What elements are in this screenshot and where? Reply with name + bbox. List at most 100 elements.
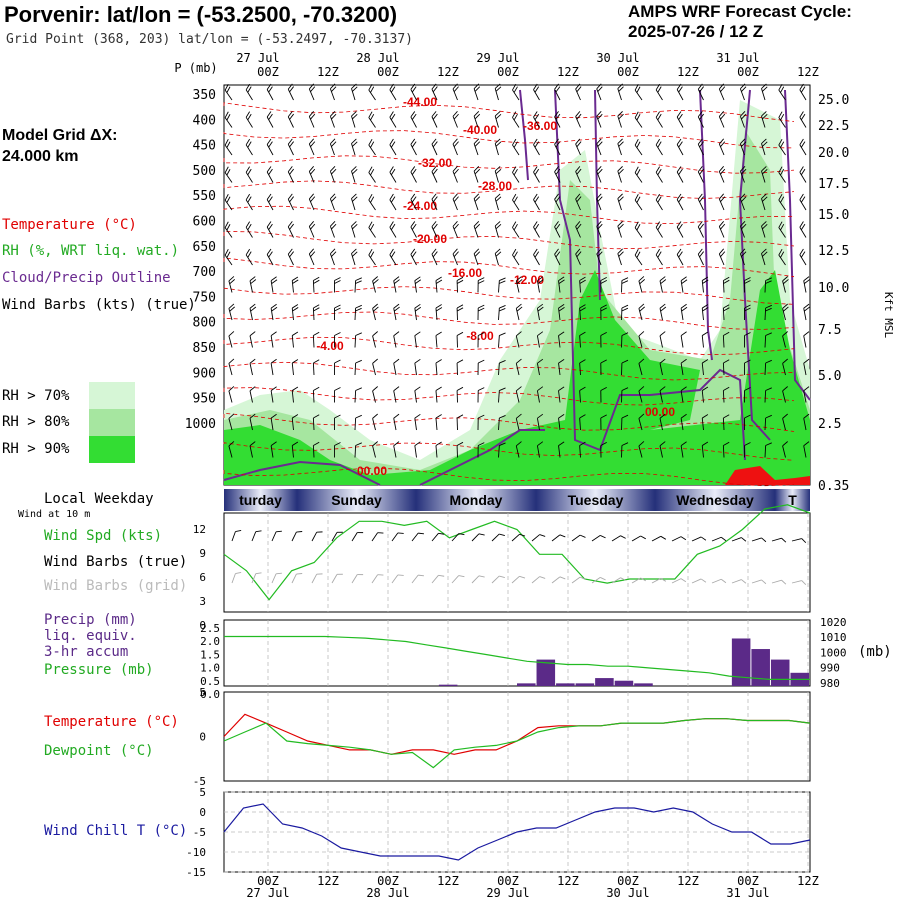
wind-barb-flag bbox=[377, 532, 384, 534]
wind-barb-staff bbox=[533, 226, 540, 238]
wind-barb-staff bbox=[224, 144, 233, 156]
wind-barb-flag bbox=[617, 248, 623, 254]
wind-barb-flag bbox=[247, 223, 252, 231]
wind-barb bbox=[536, 358, 544, 376]
wind-barb-staff bbox=[659, 445, 663, 458]
wind-barb-flag bbox=[355, 277, 362, 281]
wind-barb-staff bbox=[372, 363, 376, 376]
bottom-time-tick: 00Z bbox=[737, 874, 759, 888]
wind-barb bbox=[536, 276, 544, 293]
wind-barb-staff bbox=[473, 253, 479, 266]
wind-barb-flag bbox=[740, 83, 746, 90]
wind-barb bbox=[676, 193, 684, 211]
wind-barb-flag bbox=[390, 86, 396, 93]
wind-barb-staff bbox=[372, 390, 376, 403]
wind-barb-flag bbox=[537, 413, 544, 419]
wind-barb bbox=[575, 138, 582, 156]
wind-barb bbox=[617, 221, 624, 238]
grid-wind-barb bbox=[791, 580, 807, 586]
wind-barb-flag bbox=[513, 86, 518, 93]
wind-barb-flag bbox=[723, 331, 730, 336]
wind-barb-staff bbox=[697, 254, 704, 266]
wind-barb bbox=[764, 332, 772, 348]
wind-barb-staff bbox=[558, 363, 561, 376]
wind-barb-staff bbox=[596, 116, 602, 128]
wind-barb-flag bbox=[576, 141, 582, 148]
wind-barb bbox=[498, 332, 506, 348]
temperature-label: 00.00 bbox=[645, 405, 675, 419]
wind-barb bbox=[722, 304, 730, 321]
wind-barb bbox=[739, 138, 747, 156]
wind-barb-flag bbox=[494, 166, 501, 172]
wind-barb-staff bbox=[451, 533, 460, 542]
wind-barb-staff bbox=[533, 89, 540, 101]
wind-barb bbox=[778, 221, 786, 238]
wind-barb-flag bbox=[744, 280, 751, 284]
wind-barb bbox=[531, 534, 546, 542]
wind-barb bbox=[671, 536, 687, 542]
wind-barb-flag bbox=[513, 223, 518, 231]
wind-barb bbox=[452, 221, 459, 238]
wind-barb-flag bbox=[761, 193, 767, 199]
bottom-time-tick: 00Z bbox=[497, 874, 519, 888]
wind-barb-staff bbox=[782, 418, 786, 431]
wind-barb bbox=[782, 441, 788, 458]
grid-wind-barb bbox=[431, 574, 445, 584]
wind-barb bbox=[554, 166, 561, 183]
wind-barb bbox=[676, 111, 684, 128]
height-tick: 12.5 bbox=[818, 244, 849, 259]
wind-barb bbox=[571, 534, 586, 542]
wind-barb-flag bbox=[596, 221, 602, 227]
wind-barb-flag bbox=[596, 166, 602, 172]
wind-barb-flag bbox=[249, 276, 256, 282]
wind-barb-flag bbox=[414, 441, 421, 446]
wind-barb-staff bbox=[512, 89, 520, 101]
wind-barb-flag bbox=[313, 414, 320, 419]
wind-barb-staff bbox=[473, 226, 479, 238]
wind-barb-flag bbox=[680, 441, 687, 447]
wind-barb-flag bbox=[639, 306, 645, 312]
legend-rh80: RH > 80% bbox=[2, 414, 70, 430]
wind-barb bbox=[680, 441, 687, 458]
wind-barb-staff bbox=[579, 445, 581, 458]
wind-barb-flag bbox=[513, 168, 518, 176]
wind-barb-flag bbox=[621, 414, 629, 419]
pressure-tick: 850 bbox=[193, 341, 216, 356]
wind-barb-flag bbox=[597, 223, 603, 230]
wind-barb-flag bbox=[308, 166, 315, 172]
wind-barb-flag bbox=[250, 306, 257, 312]
wind-barb-staff bbox=[718, 253, 725, 266]
wind-barb bbox=[596, 248, 603, 266]
wind-barb-flag bbox=[780, 113, 785, 121]
wind-barb-staff bbox=[308, 226, 315, 238]
wind-barb-flag bbox=[334, 332, 341, 336]
wind-barb-flag bbox=[226, 251, 231, 258]
wind-barb-staff bbox=[799, 144, 807, 156]
wind-barb-flag bbox=[249, 441, 256, 447]
wind-barb bbox=[494, 166, 502, 183]
wind-barb-staff bbox=[452, 143, 458, 156]
wind-barb-staff bbox=[791, 580, 802, 584]
wind-barb-flag bbox=[270, 358, 277, 364]
wind-barb-flag bbox=[296, 531, 303, 533]
wind-barb-flag bbox=[390, 251, 396, 258]
wind-barb bbox=[634, 221, 643, 238]
wind-barb-flag bbox=[676, 111, 682, 118]
wind-barb-flag bbox=[452, 248, 458, 255]
wind-barb-flag bbox=[778, 221, 783, 228]
wind-barb-flag bbox=[494, 111, 501, 117]
wind-barb-flag bbox=[224, 111, 229, 118]
temperature-label: -12.00 bbox=[510, 273, 544, 287]
wind-barb-flag bbox=[478, 442, 485, 446]
wind-barb bbox=[491, 533, 505, 542]
wind-barb-flag bbox=[453, 168, 459, 175]
wind-barb bbox=[579, 276, 586, 293]
wind-barb-flag bbox=[579, 307, 586, 312]
wind-barb bbox=[452, 193, 459, 211]
wind-barb-staff bbox=[751, 579, 762, 584]
wind-barb-staff bbox=[245, 89, 253, 101]
wind-barb-flag bbox=[575, 138, 581, 145]
wind-barb-flag bbox=[702, 386, 709, 391]
wind-barb-staff bbox=[617, 143, 622, 156]
grid-wind-barb bbox=[491, 575, 505, 584]
